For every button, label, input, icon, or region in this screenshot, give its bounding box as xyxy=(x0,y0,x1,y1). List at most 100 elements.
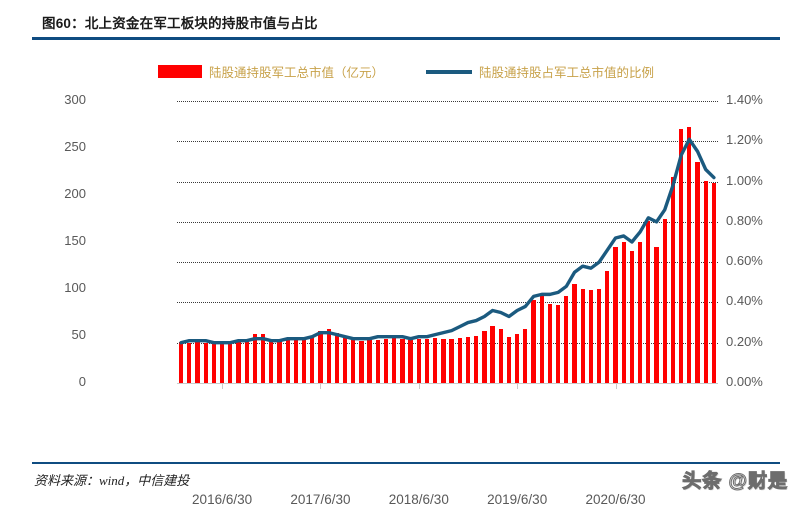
bar xyxy=(228,343,233,383)
bar xyxy=(400,338,405,383)
right-axis-tick-label: 1.40% xyxy=(726,92,763,107)
bar xyxy=(457,337,462,383)
bar xyxy=(433,337,438,383)
x-axis-label: 2018/6/30 xyxy=(388,492,449,507)
x-tickmark xyxy=(517,383,519,389)
left-axis-tick-label: 50 xyxy=(71,327,86,342)
bar xyxy=(695,162,700,383)
left-axis-tick-label: 150 xyxy=(64,233,86,248)
source-note: 资料来源：wind，中信建投 xyxy=(34,473,190,488)
bar xyxy=(597,289,602,383)
x-tickmark xyxy=(320,383,322,389)
bar xyxy=(613,246,618,383)
bar xyxy=(351,339,356,383)
x-axis-label: 2016/6/30 xyxy=(192,492,253,507)
bar xyxy=(301,337,307,383)
bar xyxy=(392,337,397,383)
bar xyxy=(441,338,446,383)
bar xyxy=(482,331,487,383)
bar xyxy=(474,336,479,383)
line-swatch-icon xyxy=(426,69,472,74)
bar xyxy=(556,304,561,383)
bar xyxy=(580,289,585,383)
bar-series xyxy=(177,101,718,383)
legend-item-bar: 陆股通持股军工总市值（亿元） xyxy=(157,62,384,81)
x-axis-label: 2020/6/30 xyxy=(585,492,646,507)
bar xyxy=(334,333,339,383)
bar xyxy=(375,339,380,383)
bar xyxy=(572,284,577,383)
chart-legend: 陆股通持股军工总市值（亿元） 陆股通持股占军工总市值的比例 xyxy=(0,62,812,81)
bar xyxy=(678,129,684,383)
bar-swatch-icon xyxy=(157,65,202,78)
left-axis-tick-label: 200 xyxy=(64,186,86,201)
bar xyxy=(424,338,430,383)
bar xyxy=(187,342,192,383)
plot-area: 0 50 100 150 200 250 300 0.00% 0.20% 0.40% 0.60% 0… xyxy=(0,88,812,507)
x-axis-label: 2017/6/30 xyxy=(290,492,351,507)
bar xyxy=(629,251,635,383)
bar xyxy=(711,182,717,383)
bar xyxy=(408,339,413,383)
bar xyxy=(703,180,708,383)
left-axis-tick-label: 300 xyxy=(64,92,86,107)
x-tickmark xyxy=(615,383,617,389)
bar xyxy=(293,336,298,383)
line-series xyxy=(179,137,716,345)
bar xyxy=(277,339,282,383)
series-canvas xyxy=(177,101,718,383)
figure-number: 图60： xyxy=(42,16,85,31)
bar xyxy=(605,271,610,383)
bar xyxy=(310,336,315,383)
bar xyxy=(547,304,553,383)
bar xyxy=(236,340,241,383)
footer-rule xyxy=(32,462,780,464)
bar xyxy=(383,338,389,383)
right-axis-tick-label: 0.20% xyxy=(726,333,763,349)
bar xyxy=(646,221,651,383)
bar xyxy=(588,289,594,383)
gridline xyxy=(177,302,718,304)
x-tickmark xyxy=(222,383,224,389)
bar xyxy=(285,337,290,383)
bar xyxy=(342,336,348,383)
right-axis-tick-label: 0.60% xyxy=(726,253,763,269)
header-rule xyxy=(32,37,780,40)
bar xyxy=(195,341,200,383)
bar xyxy=(269,338,274,383)
bar xyxy=(416,338,421,383)
bar xyxy=(662,218,667,383)
legend-label-line: 陆股通持股占军工总市值的比例 xyxy=(479,66,655,80)
bar xyxy=(203,342,208,383)
bar xyxy=(539,295,544,383)
watermark: 头条 @财是 xyxy=(682,471,788,493)
bar xyxy=(318,331,323,383)
bar xyxy=(359,340,364,383)
figure-title: 图60：北上资金在军工板块的持股市值与占比 xyxy=(42,12,318,32)
x-axis-line xyxy=(177,383,718,384)
bar xyxy=(326,329,331,383)
bar xyxy=(367,339,372,383)
bar xyxy=(244,338,249,383)
bar xyxy=(449,338,454,383)
x-tickmark xyxy=(418,383,420,389)
x-axis-label: 2019/6/30 xyxy=(487,492,548,507)
right-axis-tick-label: 0.80% xyxy=(726,212,763,228)
right-axis-tick-label: 0.40% xyxy=(726,293,763,309)
gridline xyxy=(177,262,718,264)
bar xyxy=(252,334,257,383)
figure-title-text: 北上资金在军工板块的持股市值与占比 xyxy=(84,16,318,31)
right-axis-tick-label: 1.00% xyxy=(726,172,763,188)
bar xyxy=(564,295,569,383)
left-axis-tick-label: 250 xyxy=(64,139,86,154)
bar xyxy=(654,246,659,383)
bar xyxy=(621,242,626,383)
bar xyxy=(523,329,528,383)
right-axis-tick-label: 0.00% xyxy=(726,374,763,389)
gridline xyxy=(177,141,718,143)
left-axis-tick-label: 100 xyxy=(64,280,86,295)
gridline xyxy=(177,342,718,344)
bar xyxy=(219,344,225,383)
bar xyxy=(211,343,216,383)
bar xyxy=(515,334,520,383)
